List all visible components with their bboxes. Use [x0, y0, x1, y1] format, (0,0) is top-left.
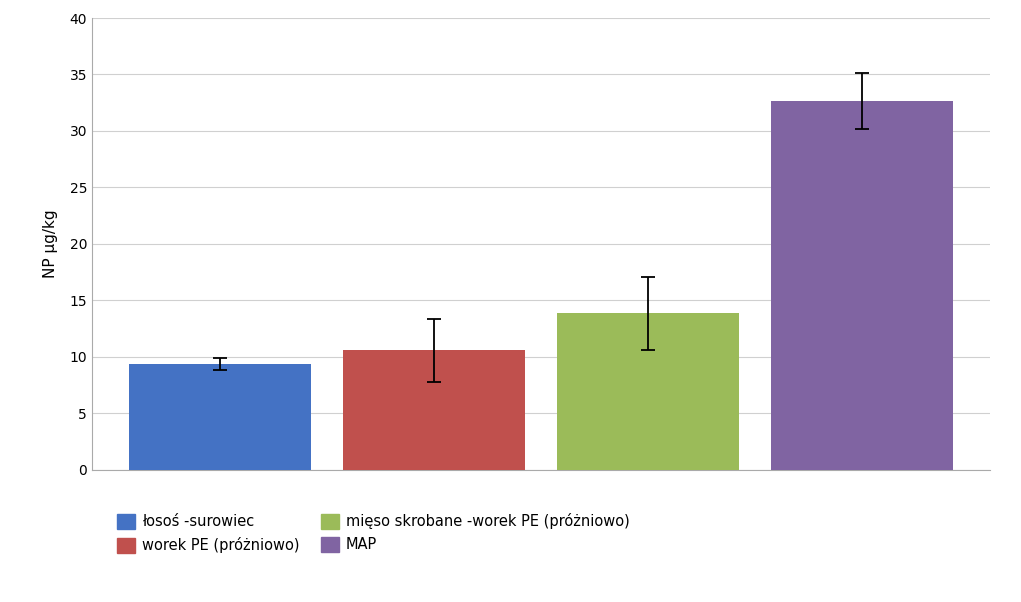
- Text: 13,83: 13,83: [617, 420, 661, 435]
- Y-axis label: NP µg/kg: NP µg/kg: [43, 209, 58, 278]
- Text: 32,63: 32,63: [889, 282, 933, 296]
- Legend: łosoś -surowiec, worek PE (próżniowo), mięso skrobane -worek PE (próżniowo), MAP: łosoś -surowiec, worek PE (próżniowo), m…: [117, 513, 630, 553]
- Bar: [771, 101, 953, 470]
- Bar: [130, 364, 311, 470]
- Bar: [343, 350, 525, 470]
- Text: 9,35: 9,35: [194, 432, 228, 446]
- Bar: [557, 314, 739, 470]
- Text: 10,56: 10,56: [403, 429, 447, 443]
